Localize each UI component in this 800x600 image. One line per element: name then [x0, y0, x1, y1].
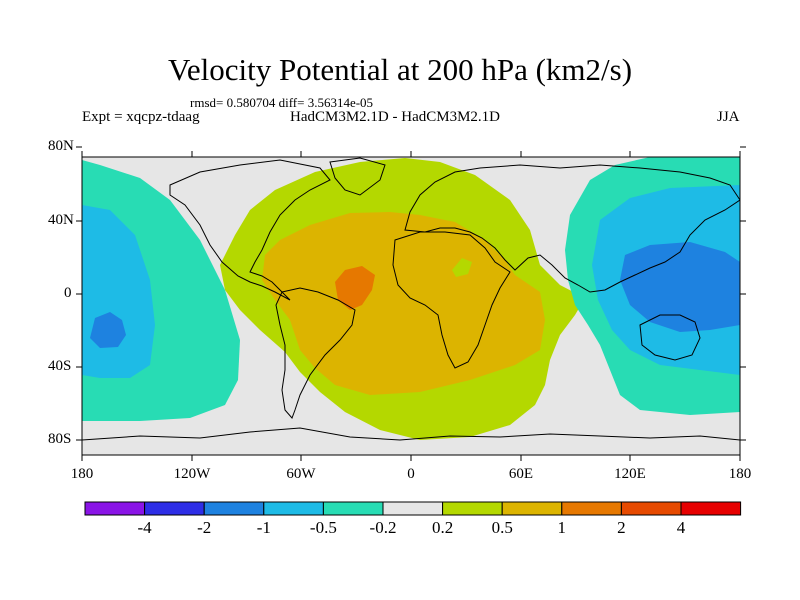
y-tick-label: 40S	[48, 358, 72, 374]
contour-pos-0.5	[262, 212, 545, 395]
coast-south-america	[275, 287, 356, 419]
axis-ticks	[76, 146, 746, 461]
x-tick-label: 120W	[173, 466, 211, 482]
coast-antarctica	[82, 427, 740, 441]
colorbar-swatch	[442, 501, 503, 516]
contour-pos-0.2-inner	[452, 258, 472, 277]
model-label: HadCM3M2.1D - HadCM3M2.1D	[290, 109, 500, 125]
colorbar-label: -2	[197, 518, 212, 537]
chart-title: Velocity Potential at 200 hPa (km2/s)	[167, 52, 633, 87]
coast-north-america	[169, 159, 331, 301]
coast-australia	[639, 314, 701, 361]
y-tick-label: 40N	[48, 212, 74, 228]
stats-label: rmsd= 0.580704 diff= 3.56314e-05	[190, 95, 374, 110]
x-tick-label: 60W	[286, 466, 316, 482]
colorbar-swatch	[561, 501, 622, 516]
x-tick-label: 180	[728, 466, 752, 482]
colorbar-label: -4	[137, 518, 152, 537]
colorbar-label: 4	[676, 518, 686, 537]
colorbar-swatch	[382, 501, 444, 516]
coast-africa	[392, 231, 511, 369]
colorbar-swatch	[263, 501, 324, 516]
experiment-label: Expt = xqcpz-tdaag	[82, 109, 200, 125]
x-tick-label: 120E	[614, 466, 646, 482]
colorbar-swatch	[203, 501, 265, 516]
colorbar-label: -0.5	[309, 518, 337, 537]
colorbar	[84, 501, 742, 516]
colorbar-swatch	[144, 501, 205, 516]
colorbar-swatch	[501, 501, 563, 516]
x-tick-label: 180	[70, 466, 94, 482]
colorbar-swatch	[680, 501, 742, 516]
contour-pos-1	[335, 266, 375, 310]
season-label: JJA	[717, 109, 740, 125]
colorbar-label: 2	[617, 518, 626, 537]
contour-neg-1-east	[620, 242, 740, 332]
x-tick-label: 0	[407, 466, 415, 482]
colorbar-swatch	[84, 501, 146, 516]
x-tick-label: 60E	[508, 466, 534, 482]
contour-fields	[82, 157, 740, 440]
colorbar-label: -1	[256, 518, 271, 537]
colorbar-label: 1	[557, 518, 567, 537]
colorbar-swatch	[322, 501, 384, 516]
y-tick-label: 0	[64, 285, 72, 301]
coast-eurasia	[404, 164, 740, 293]
y-tick-label: 80S	[48, 431, 72, 447]
coast-greenland	[329, 157, 386, 196]
colorbar-label: -0.2	[369, 518, 397, 537]
coastlines	[82, 157, 740, 441]
colorbar-label: 0.5	[491, 518, 513, 537]
colorbar-swatch	[620, 501, 682, 516]
y-tick-label: 80N	[48, 138, 74, 154]
contour-neg-1-west	[90, 312, 126, 348]
colorbar-label: 0.2	[431, 518, 454, 537]
